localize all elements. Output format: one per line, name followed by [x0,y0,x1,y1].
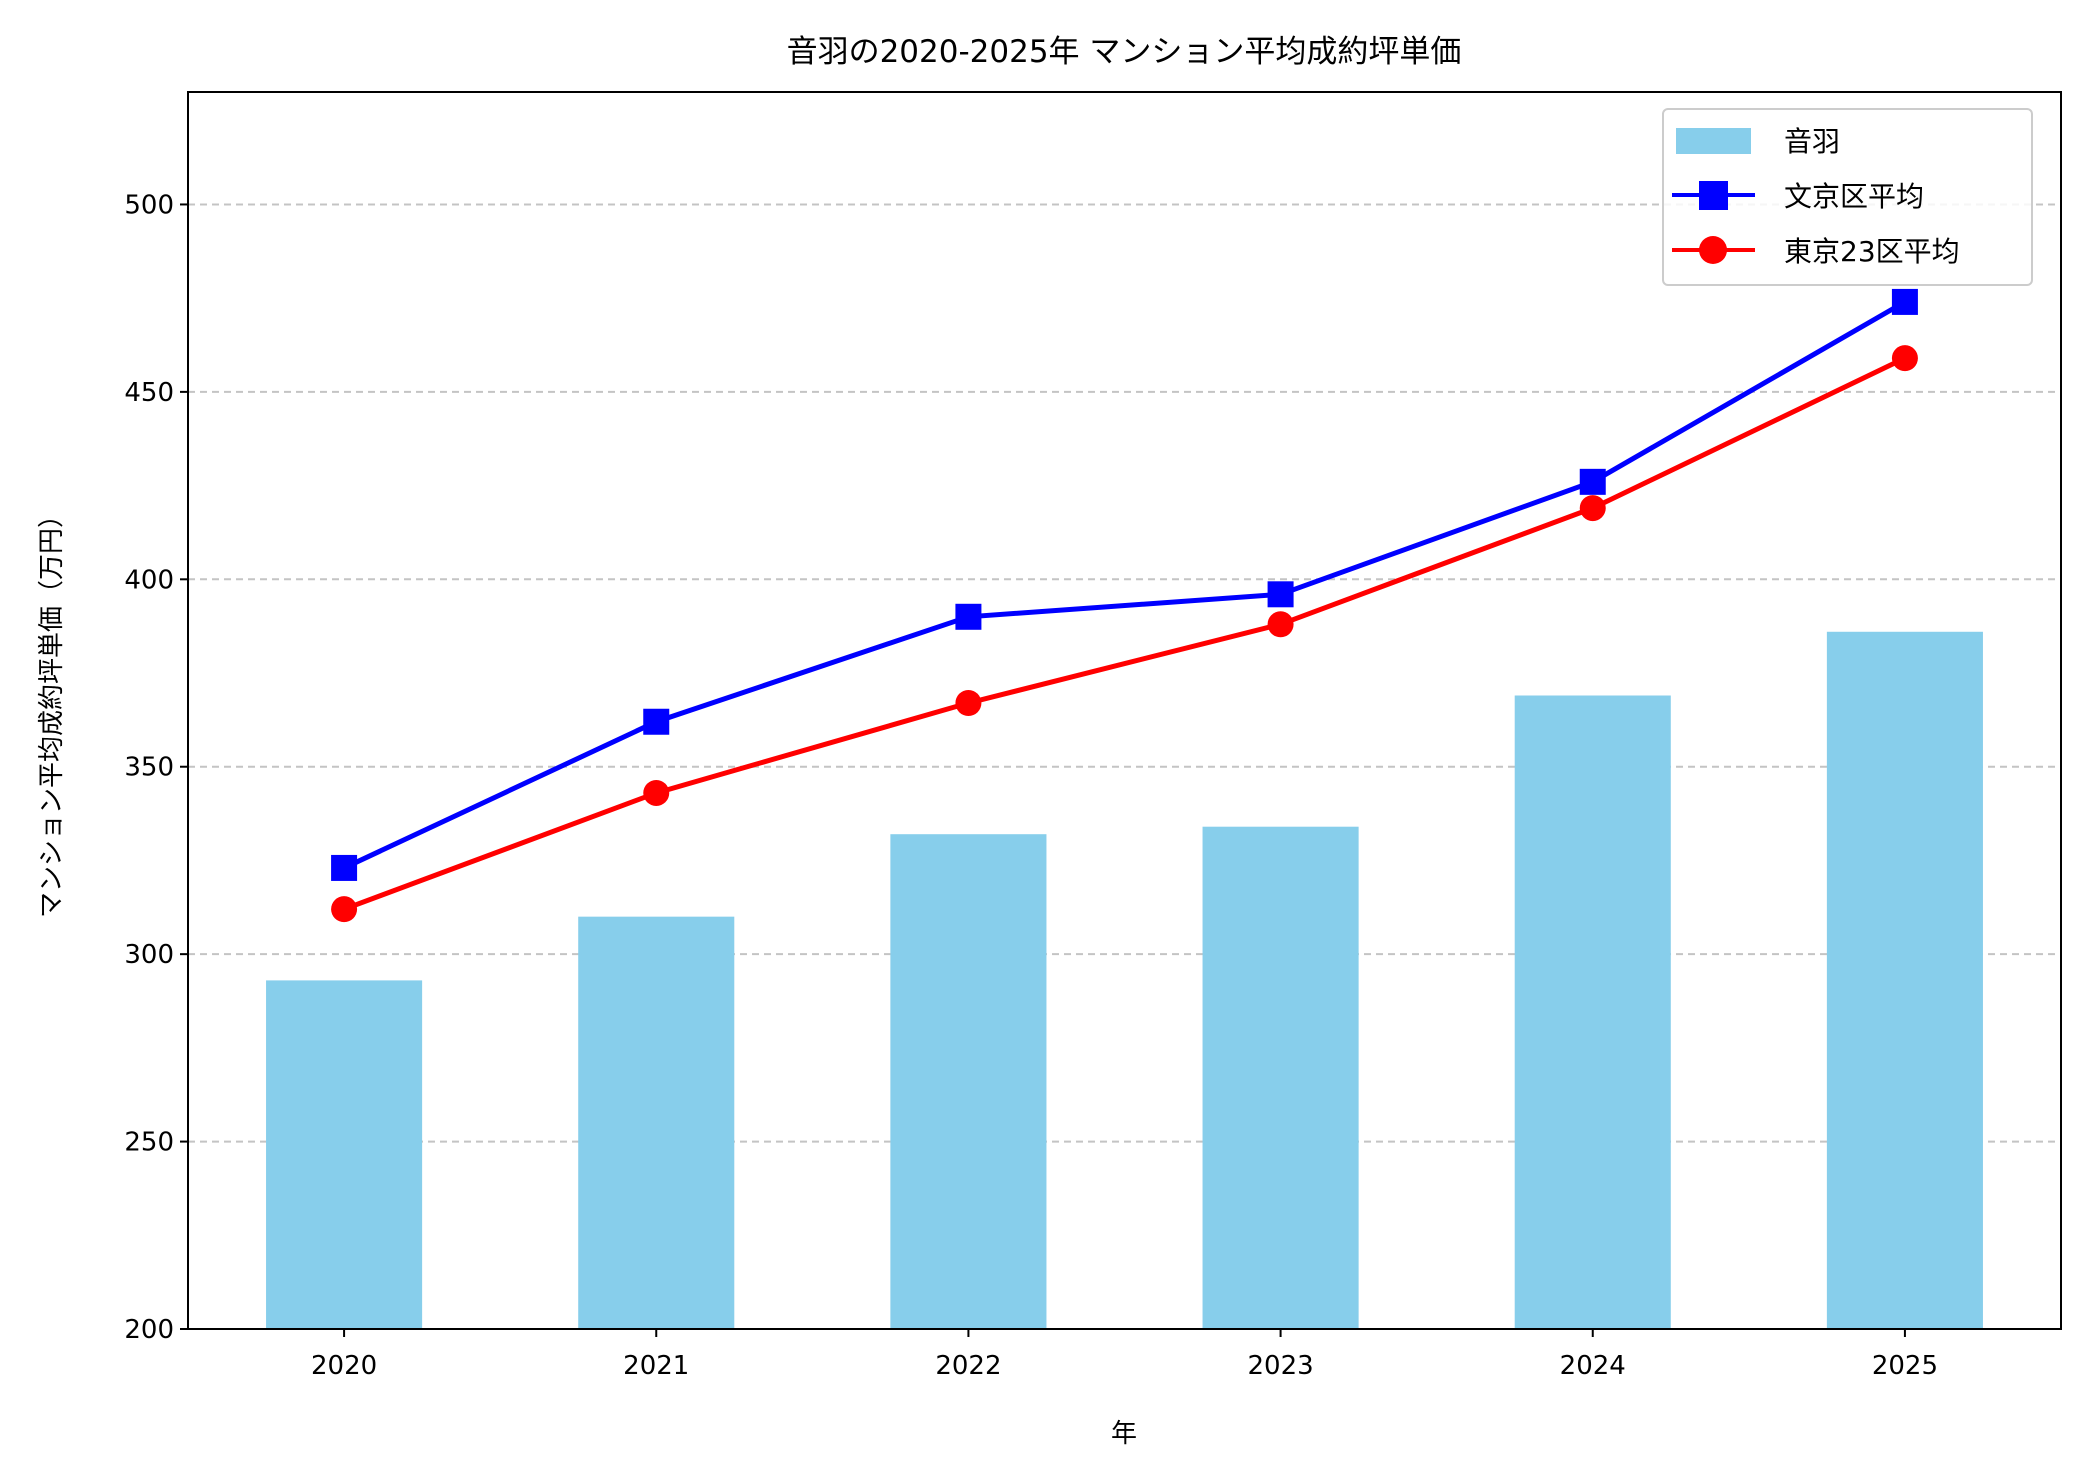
data-point-circle [643,779,670,806]
data-point-square [1891,288,1918,315]
bars [266,631,1983,1329]
bar [578,916,735,1329]
legend: 音羽 文京区平均 東京23区平均 [1662,108,2033,286]
x-axis-label: 年 [1111,1419,1137,1449]
data-point-square [1267,581,1294,608]
bar [1514,695,1671,1329]
x-tick-label: 2021 [623,1351,689,1381]
x-tick-label: 2025 [1872,1351,1938,1381]
legend-label: 文京区平均 [1784,180,1924,213]
y-axis-label: マンション平均成約坪単価（万円） [37,502,67,918]
legend-frame [1662,108,2033,286]
data-point-circle [1267,611,1294,638]
data-point-circle [1579,495,1606,522]
data-point-circle [331,896,358,923]
bar [890,834,1047,1329]
data-point-square [331,854,358,881]
data-point-square [643,708,670,735]
y-tick-label: 300 [124,940,174,970]
lines [331,288,1918,923]
data-point-circle [1891,345,1918,372]
data-point-square [955,603,982,630]
series-line [343,355,1906,912]
x-tick-label: 2023 [1247,1351,1313,1381]
series-line [343,299,1907,871]
legend-label: 音羽 [1784,125,1840,158]
y-ticks: 200 250 300 350 400 450 500 [124,190,188,1345]
y-tick-label: 250 [124,1128,174,1158]
x-tick-label: 2024 [1560,1351,1626,1381]
x-tick-label: 2020 [311,1351,377,1381]
axes-frame [187,91,2062,1330]
data-point-circle [955,690,982,717]
chart-title: 音羽の2020-2025年 マンション平均成約坪単価 [787,34,1462,70]
y-tick-label: 200 [124,1315,174,1345]
x-tick-label: 2022 [935,1351,1001,1381]
bar [266,980,423,1329]
legend-swatch-bar [1676,128,1751,154]
bar [1202,826,1359,1329]
bar [1826,631,1983,1329]
legend-circle-marker [1699,236,1727,264]
y-tick-label: 400 [124,565,174,595]
legend-square-marker [1699,181,1728,210]
x-ticks: 2020 2021 2022 2023 2024 2025 [311,1329,1938,1381]
data-point-square [1579,468,1606,495]
y-tick-label: 450 [124,378,174,408]
legend-label: 東京23区平均 [1784,235,1960,268]
y-tick-label: 500 [124,190,174,220]
y-tick-label: 350 [124,753,174,783]
grid-lines [188,203,2061,1143]
